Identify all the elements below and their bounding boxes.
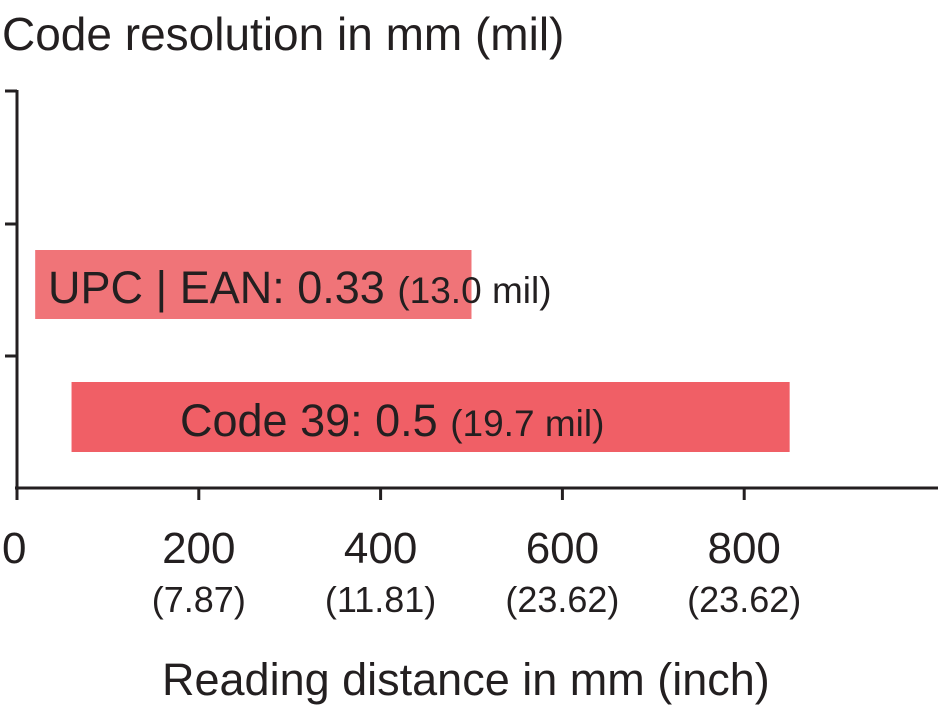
x-tick-sublabel: (7.87): [152, 579, 246, 620]
x-tick-label: 800: [707, 524, 780, 573]
bar-label: UPC | EAN: 0.33 (13.0 mil): [48, 262, 552, 313]
chart-title: Code resolution in mm (mil): [2, 8, 564, 60]
bar-label-sub: (13.0 mil): [397, 270, 551, 311]
x-tick-label: 600: [526, 524, 599, 573]
x-tick-label: 0: [2, 524, 26, 573]
x-tick-label: 400: [344, 524, 417, 573]
x-axis-label: Reading distance in mm (inch): [162, 654, 770, 705]
x-tick-sublabel: (11.81): [325, 579, 436, 620]
x-tick-label: 200: [162, 524, 235, 573]
bar-label-main: UPC | EAN: 0.33: [48, 262, 397, 313]
bar-code-39: [71, 382, 790, 452]
x-tick-sublabel: (23.62): [687, 579, 801, 620]
bar-label-main: Code 39: 0.5: [180, 395, 450, 446]
bar-upc-ean: [35, 250, 472, 319]
x-tick-sublabel: (23.62): [505, 579, 619, 620]
bar-label: Code 39: 0.5 (19.7 mil): [180, 395, 604, 446]
bar-label-sub: (19.7 mil): [450, 403, 604, 444]
